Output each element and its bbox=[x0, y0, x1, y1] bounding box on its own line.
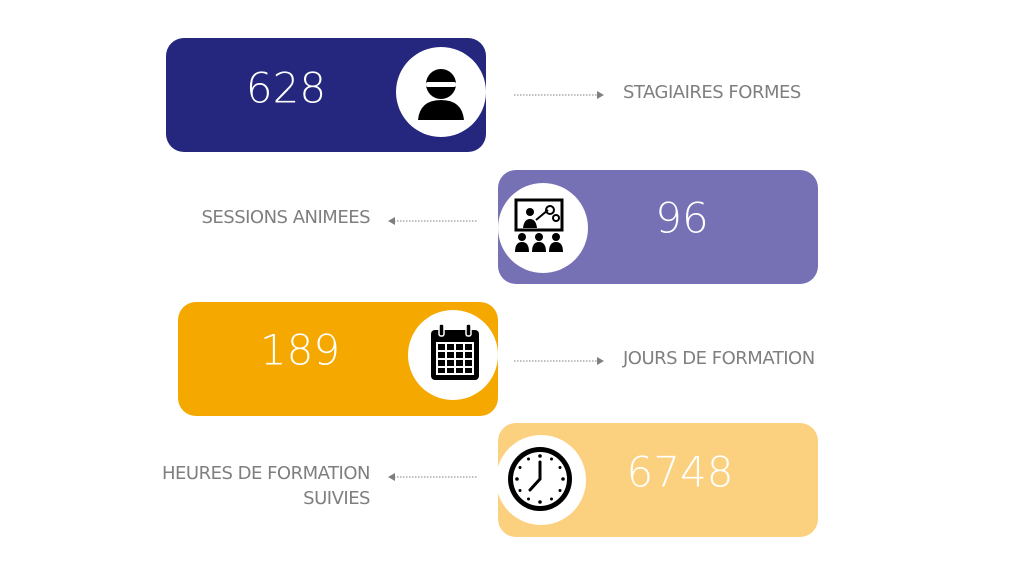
arrowhead bbox=[597, 91, 604, 99]
arrowhead bbox=[388, 473, 395, 481]
stat-card: 628 STAGIAIRES FORMES bbox=[166, 38, 801, 152]
stat-value: 6748 bbox=[627, 448, 734, 497]
icon-circle bbox=[498, 183, 588, 273]
stat-value: 96 bbox=[655, 194, 708, 243]
stat-card: 189 JOURS DE FORMATION bbox=[178, 302, 815, 416]
stat-card: 6748 HEURES DE FORMATION SUIVIES bbox=[162, 423, 818, 537]
stat-value: 628 bbox=[246, 64, 326, 113]
clock-icon bbox=[508, 447, 572, 511]
arrowhead bbox=[597, 357, 604, 365]
stat-label: SUIVIES bbox=[303, 488, 370, 509]
stat-value: 189 bbox=[260, 326, 340, 375]
calendar-icon bbox=[431, 323, 479, 380]
stat-label: STAGIAIRES FORMES bbox=[623, 82, 801, 103]
trainee-icon bbox=[418, 69, 464, 120]
stat-label: JOURS DE FORMATION bbox=[622, 348, 815, 369]
session-icon bbox=[514, 198, 564, 252]
stat-label: HEURES DE FORMATION bbox=[162, 463, 370, 484]
stat-card: 96 SESSIONS ANIMEES bbox=[201, 170, 818, 284]
arrowhead bbox=[388, 217, 395, 225]
stat-label: SESSIONS ANIMEES bbox=[201, 207, 370, 228]
card-background bbox=[498, 423, 818, 537]
